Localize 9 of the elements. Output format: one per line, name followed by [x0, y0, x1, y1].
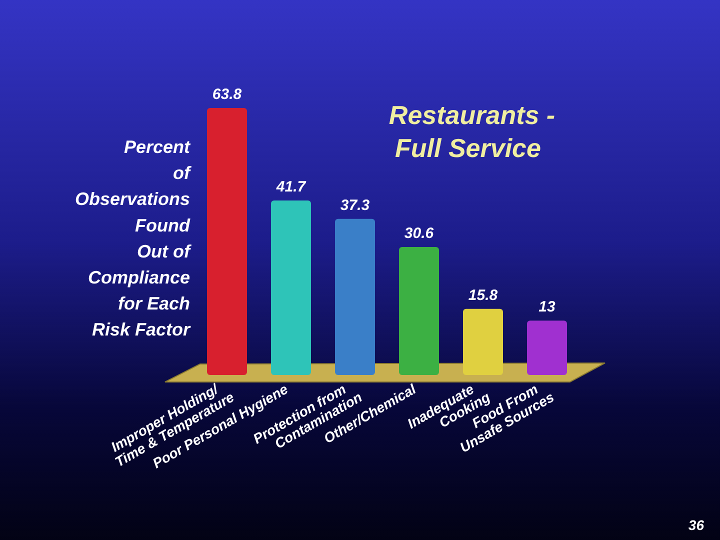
y-axis-title: Percent of Observations Found Out of Compliance for Each Risk Factor — [74, 137, 192, 340]
data-label: 15.8 — [468, 286, 498, 304]
data-label: 30.6 — [404, 224, 434, 242]
chart-title: Restaurants - Full Service — [388, 100, 556, 163]
data-label: 63.8 — [212, 86, 242, 103]
data-label: 13 — [538, 298, 556, 316]
data-label: 37.3 — [340, 196, 370, 214]
text: 36 — [688, 517, 704, 533]
data-label: 41.7 — [275, 178, 306, 196]
